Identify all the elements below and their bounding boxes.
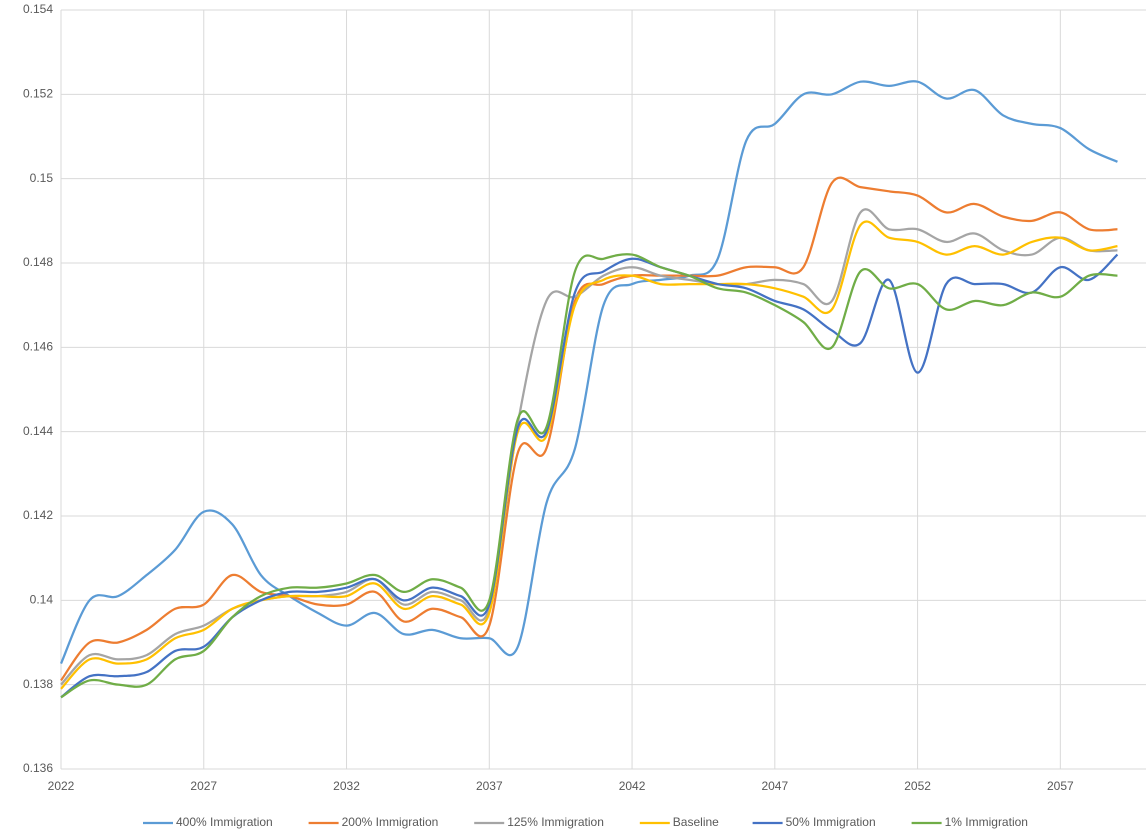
y-tick-label: 0.144 bbox=[23, 424, 53, 438]
legend-label: 200% Immigration bbox=[342, 815, 439, 829]
x-tick-label: 2037 bbox=[476, 779, 503, 793]
y-tick-label: 0.136 bbox=[23, 761, 53, 775]
legend-label: Baseline bbox=[673, 815, 719, 829]
y-tick-label: 0.142 bbox=[23, 508, 53, 522]
legend-label: 1% Immigration bbox=[945, 815, 1028, 829]
series-line bbox=[60, 220, 1118, 690]
x-tick-label: 2032 bbox=[333, 779, 360, 793]
y-tick-label: 0.148 bbox=[23, 255, 53, 269]
y-tick-label: 0.14 bbox=[30, 593, 54, 607]
legend-label: 50% Immigration bbox=[786, 815, 876, 829]
y-tick-label: 0.152 bbox=[23, 87, 53, 101]
legend-label: 400% Immigration bbox=[176, 815, 273, 829]
series-line bbox=[59, 80, 1118, 665]
y-tick-label: 0.15 bbox=[30, 171, 54, 185]
x-tick-label: 2052 bbox=[904, 779, 931, 793]
x-tick-label: 2042 bbox=[619, 779, 646, 793]
series-line bbox=[60, 208, 1118, 686]
x-tick-label: 2027 bbox=[190, 779, 217, 793]
legend-label: 125% Immigration bbox=[507, 815, 604, 829]
series-line bbox=[60, 253, 1119, 699]
y-tick-label: 0.154 bbox=[23, 2, 53, 16]
y-tick-label: 0.146 bbox=[23, 340, 53, 354]
series-line bbox=[60, 253, 1118, 699]
series-line bbox=[60, 176, 1118, 682]
x-tick-label: 2057 bbox=[1047, 779, 1074, 793]
x-tick-label: 2047 bbox=[761, 779, 788, 793]
y-tick-label: 0.138 bbox=[23, 677, 53, 691]
x-tick-label: 2022 bbox=[48, 779, 75, 793]
